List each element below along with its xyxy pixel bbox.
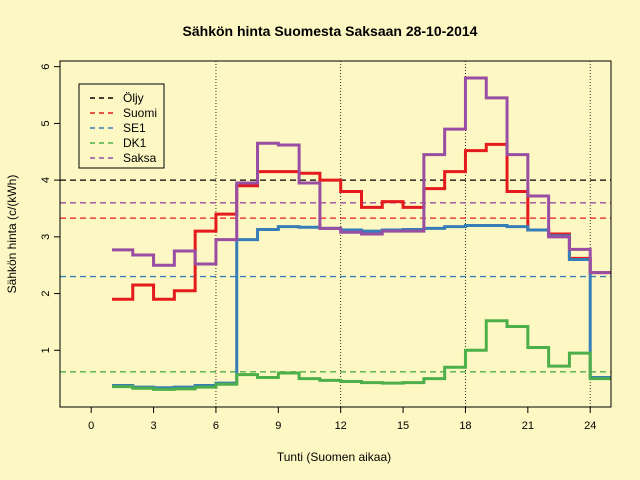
legend-label-Suomi: Suomi: [123, 106, 157, 120]
x-tick-label-6: 6: [213, 420, 219, 432]
x-tick-label-0: 0: [88, 420, 94, 432]
y-tick-label-6: 6: [40, 64, 52, 70]
y-tick-label-2: 2: [40, 290, 52, 296]
y-tick-label-4: 4: [40, 177, 52, 183]
x-tick-label-9: 9: [275, 420, 281, 432]
x-tick-label-24: 24: [584, 420, 596, 432]
x-tick-label-18: 18: [459, 420, 471, 432]
y-axis-label: Sähkön hinta (c/(kWh): [5, 175, 19, 294]
y-tick-label-1: 1: [40, 347, 52, 353]
x-tick-label-3: 3: [151, 420, 157, 432]
legend-label-DK1: DK1: [123, 136, 147, 150]
legend-label-SE1: SE1: [123, 121, 146, 135]
x-tick-label-12: 12: [335, 420, 347, 432]
legend-label-Öljy: Öljy: [123, 91, 144, 105]
x-tick-label-15: 15: [397, 420, 409, 432]
chart-title: Sähkön hinta Suomesta Saksaan 28-10-2014: [183, 23, 478, 39]
x-tick-label-21: 21: [522, 420, 534, 432]
plot-frame: [59, 60, 612, 408]
series-line-DK1: [111, 319, 611, 391]
legend-label-Saksa: Saksa: [123, 151, 157, 165]
x-axis-label: Tunti (Suomen aikaa): [277, 450, 391, 464]
series-line-Saksa: [111, 76, 611, 275]
y-tick-label-5: 5: [40, 120, 52, 126]
y-tick-label-3: 3: [40, 234, 52, 240]
